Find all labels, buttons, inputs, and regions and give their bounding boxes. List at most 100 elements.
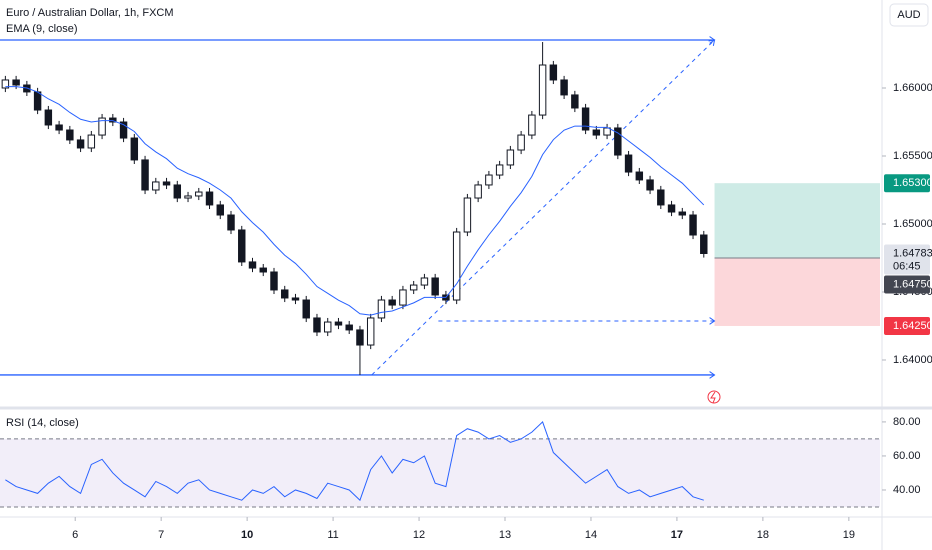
price-tag-countdown: 06:45 <box>893 260 921 272</box>
arrow-head <box>708 39 716 46</box>
price-tag <box>884 316 930 335</box>
candle-body <box>141 159 149 191</box>
x-tick-label: 7 <box>158 529 164 541</box>
candle-body <box>388 299 396 306</box>
candle-body <box>560 79 568 96</box>
price-tag <box>884 275 930 294</box>
candle-body <box>66 129 74 141</box>
rsi-tick-label: 40.00 <box>893 484 921 496</box>
rsi-line <box>5 421 704 502</box>
candle-body <box>452 231 461 301</box>
candle-body <box>313 317 321 333</box>
candle-body <box>420 277 429 286</box>
arrow-head <box>709 317 716 325</box>
candle-body <box>700 234 708 254</box>
x-tick-label: 18 <box>757 529 769 541</box>
candle-body <box>87 134 96 149</box>
price-tag <box>884 244 930 275</box>
y-tick-label: 1.64000 <box>893 354 932 366</box>
x-tick-label: 10 <box>241 529 253 541</box>
candle-body <box>227 214 235 231</box>
y-tick-label: 1.65500 <box>893 150 932 162</box>
ema-line <box>5 86 705 316</box>
candle-body <box>76 139 85 149</box>
y-tick-label: 1.65000 <box>893 218 932 230</box>
candle-body <box>592 129 601 136</box>
currency-box[interactable] <box>889 3 929 27</box>
price-tag-label: 1.65300 <box>893 177 932 189</box>
candle-body <box>55 124 63 131</box>
candle-body <box>184 195 192 199</box>
candle-body <box>528 114 536 136</box>
candle-body <box>248 261 257 269</box>
target-zone <box>714 183 880 258</box>
candle-body <box>399 289 407 306</box>
indicator-title: EMA (9, close) <box>6 23 78 35</box>
candle-body <box>270 271 278 291</box>
candle-body <box>495 164 504 176</box>
candle-body <box>152 181 160 191</box>
candle-body <box>334 321 343 326</box>
candle-body <box>162 181 171 186</box>
x-tick-label: 14 <box>585 529 597 541</box>
candle-body <box>474 184 482 199</box>
candle-body <box>216 204 224 216</box>
chart-title: Euro / Australian Dollar, 1h, FXCM <box>6 7 174 19</box>
candle-body <box>323 321 332 333</box>
candle-body <box>119 121 128 139</box>
candle-body <box>657 189 665 206</box>
candle-body <box>517 134 525 151</box>
price-tag-label: 1.64783 <box>893 247 932 259</box>
candle-body <box>431 277 439 296</box>
candle-body <box>667 204 676 213</box>
candle-body <box>356 329 364 346</box>
candle-body <box>689 214 697 236</box>
candle-body <box>259 267 267 273</box>
candle-body <box>345 324 353 331</box>
x-tick-label: 6 <box>72 529 78 541</box>
candle-body <box>538 64 547 116</box>
x-tick-label: 11 <box>327 529 338 541</box>
candle-body <box>506 149 515 166</box>
candle-body <box>238 229 246 263</box>
x-tick-label: 12 <box>413 529 425 541</box>
y-tick-label: 1.66000 <box>893 82 932 94</box>
event-icon[interactable] <box>707 390 721 404</box>
candle-body <box>302 299 310 319</box>
candle-body <box>98 117 106 136</box>
candle-body <box>130 137 139 161</box>
candle-body <box>33 91 42 111</box>
x-tick-label: 19 <box>843 529 855 541</box>
candle-body <box>646 179 654 191</box>
price-tag-label: 1.64750 <box>893 278 932 290</box>
candle-body <box>291 297 300 301</box>
candle-body <box>366 317 375 346</box>
candle-body <box>12 79 20 86</box>
candle-body <box>109 117 117 123</box>
candle-body <box>44 109 53 126</box>
rsi-band <box>0 438 880 508</box>
candle-body <box>409 284 418 291</box>
currency: AUD <box>897 9 920 21</box>
stop-zone <box>714 257 880 326</box>
candle-body <box>678 211 687 216</box>
candle-body <box>281 289 289 299</box>
price-tag-label: 1.64250 <box>893 320 932 332</box>
candle-body <box>173 184 182 199</box>
candle-body <box>624 154 633 173</box>
candle-body <box>635 171 644 181</box>
x-tick-label: 17 <box>671 529 683 541</box>
candle-body <box>195 191 203 197</box>
rsi-tick-label: 60.00 <box>893 450 921 462</box>
rsi-title: RSI (14, close) <box>6 417 79 429</box>
candle-body <box>571 94 579 109</box>
candle-body <box>1 79 10 89</box>
candle-body <box>581 107 590 131</box>
candle-body <box>614 127 622 156</box>
candle-body <box>463 197 472 233</box>
event-icon-bolt <box>710 391 716 404</box>
arrow-head <box>709 371 716 379</box>
candle-body <box>549 64 558 81</box>
candle-body <box>485 174 493 186</box>
